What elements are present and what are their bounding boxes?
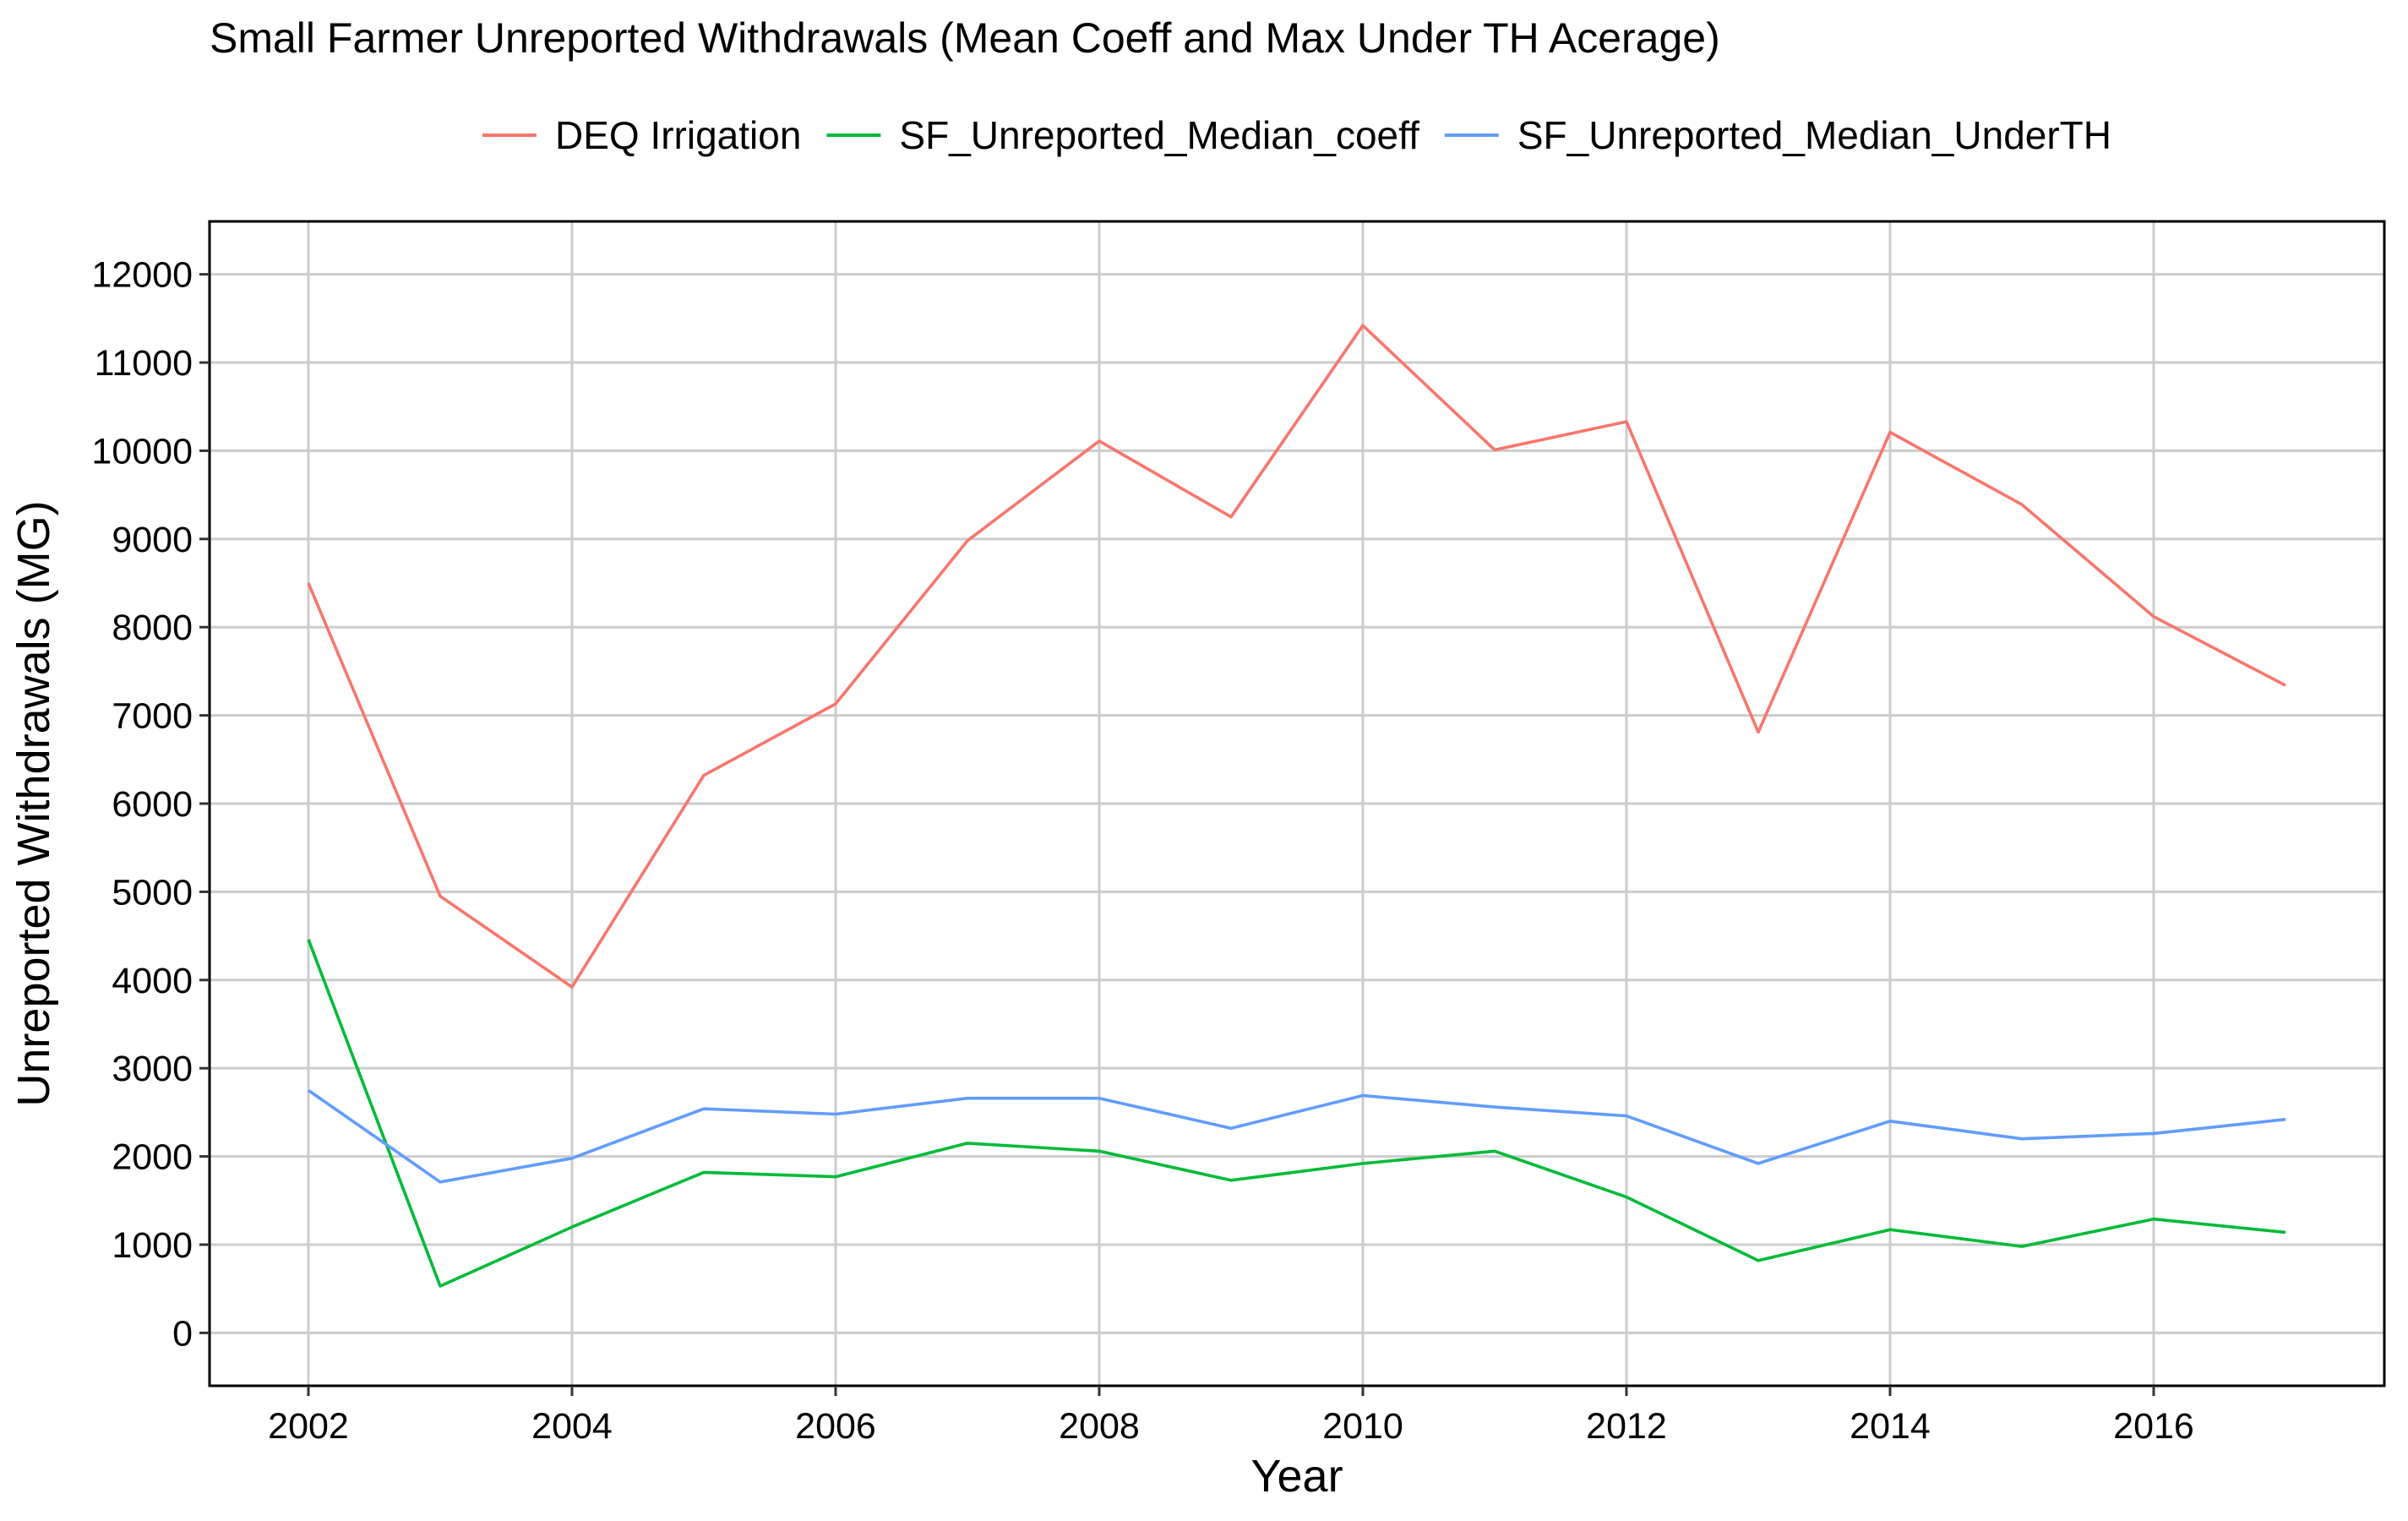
series-line-1 [307,324,2286,989]
y-axis-label: Unreported Withdrawals (MG) [8,500,59,1106]
x-tick-label: 2010 [1322,1406,1403,1447]
series-lines [307,324,2286,1288]
x-tick-label: 2012 [1586,1406,1667,1447]
y-tick-label: 10000 [91,431,193,472]
x-tick-label: 2016 [2113,1406,2194,1447]
series-line-2 [307,939,2286,1288]
y-tick-label: 3000 [112,1049,193,1089]
legend: DEQ Irrigation SF_Unreported_Median_coeff… [482,113,2111,157]
series-line-3 [307,1088,2286,1184]
y-tick-label: 8000 [112,608,193,648]
legend-item-3: SF_Unreported_Median_UnderTH [1444,113,2111,157]
legend-item-1: DEQ Irrigation [482,113,801,157]
legend-item-2: SF_Unreported_Median_coeff [826,113,1419,157]
y-tick-label: 2000 [112,1137,193,1178]
y-tick-label: 0 [172,1313,193,1354]
y-tick-label: 9000 [112,520,193,560]
x-tick-label: 2008 [1059,1406,1140,1447]
x-tick-label: 2002 [268,1406,349,1447]
y-tick-label: 7000 [112,696,193,737]
y-tick-label: 1000 [112,1225,193,1266]
chart-title: Small Farmer Unreported Withdrawals (Mea… [210,14,1720,62]
y-axis: 0 1000 2000 3000 4000 5000 6000 7000 8000 9000 100… [91,255,210,1354]
legend-label-3: SF_Unreported_Median_UnderTH [1517,113,2111,157]
y-tick-label: 11000 [95,343,193,384]
legend-label-1: DEQ Irrigation [555,113,801,157]
y-tick-label: 5000 [112,872,193,913]
y-tick-label: 4000 [112,961,193,1001]
x-tick-label: 2014 [1850,1406,1931,1447]
y-tick-label: 6000 [112,784,193,825]
grid [210,221,2384,1386]
x-tick-label: 2006 [795,1406,876,1447]
legend-label-2: SF_Unreported_Median_coeff [899,113,1419,157]
x-axis: 2002 2004 2006 2008 2010 2012 2014 2016 [268,1386,2194,1447]
y-tick-label: 12000 [91,255,193,296]
x-tick-label: 2004 [531,1406,613,1447]
x-axis-label: Year [1250,1451,1343,1502]
